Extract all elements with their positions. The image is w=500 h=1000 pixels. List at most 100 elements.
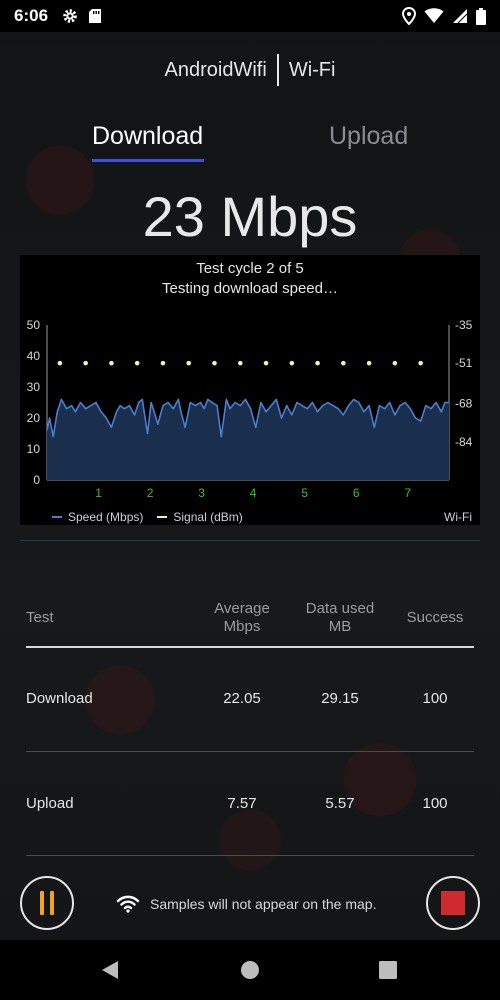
signal-point bbox=[109, 360, 114, 366]
test-tabs: Download Upload bbox=[0, 122, 500, 166]
x-tick-label: 7 bbox=[404, 486, 411, 500]
signal-point bbox=[83, 360, 88, 366]
wifi-icon bbox=[116, 895, 140, 913]
speed-chart-panel: Test cycle 2 of 5 Testing download speed… bbox=[20, 255, 480, 525]
location-icon bbox=[402, 7, 416, 25]
row-data: 29.15 bbox=[321, 690, 359, 707]
legend-item-speed: Speed (Mbps) bbox=[52, 510, 143, 524]
y-right-tick-label: -51 bbox=[455, 356, 473, 370]
test-message-text: Testing download speed… bbox=[162, 280, 338, 297]
legend-item-signal: Signal (dBm) bbox=[157, 510, 243, 524]
signal-point bbox=[315, 360, 320, 366]
x-tick-label: 3 bbox=[198, 486, 205, 500]
header-average: Average Mbps bbox=[198, 600, 286, 636]
network-type: Wi-Fi bbox=[288, 58, 336, 81]
tab-upload[interactable]: Upload bbox=[329, 122, 408, 151]
header-average-line2: Mbps bbox=[223, 618, 261, 635]
row-success: 100 bbox=[422, 690, 448, 707]
header-divider bbox=[276, 54, 279, 86]
y-left-tick-label: 40 bbox=[27, 349, 41, 363]
signal-icon bbox=[453, 9, 468, 24]
back-icon bbox=[102, 961, 118, 979]
signal-point bbox=[57, 360, 63, 366]
table-row: Upload 7.57 5.57 100 bbox=[26, 795, 474, 815]
row-success: 100 bbox=[422, 795, 448, 812]
home-icon bbox=[241, 961, 259, 979]
stop-icon bbox=[441, 891, 465, 915]
legend-label-speed: Speed (Mbps) bbox=[68, 510, 144, 524]
x-tick-label: 2 bbox=[147, 486, 154, 500]
signal-point bbox=[237, 360, 243, 366]
legend-swatch-speed bbox=[52, 516, 62, 518]
x-tick-label: 4 bbox=[250, 486, 257, 500]
signal-point bbox=[212, 360, 217, 366]
signal-point bbox=[134, 360, 140, 366]
network-name: AndroidWifi bbox=[164, 58, 267, 81]
y-left-tick-label: 20 bbox=[27, 411, 41, 425]
tab-upload-label: Upload bbox=[329, 122, 409, 150]
row-data: 5.57 bbox=[325, 795, 355, 812]
system-nav-bar bbox=[0, 940, 500, 1000]
header-success: Success bbox=[406, 609, 464, 626]
gear-icon bbox=[63, 9, 77, 23]
home-button[interactable] bbox=[240, 960, 260, 985]
signal-point bbox=[418, 360, 423, 366]
y-left-tick-label: 0 bbox=[33, 473, 40, 487]
signal-point bbox=[366, 360, 372, 366]
sd-card-icon bbox=[89, 9, 102, 23]
signal-point bbox=[263, 360, 269, 366]
speed-area bbox=[47, 399, 449, 480]
y-right-tick-label: -84 bbox=[455, 435, 473, 449]
speed-chart: 50 40 30 20 10 0 -35 -51 -68 -84 1 2 3 4 5 6 7 bbox=[27, 318, 473, 500]
header-data-used-line1: Data used bbox=[305, 600, 375, 617]
header-average-line1: Average bbox=[214, 600, 270, 617]
row-avg: 22.05 bbox=[223, 690, 261, 707]
header-test: Test bbox=[26, 609, 54, 626]
y-left-tick-label: 30 bbox=[27, 380, 41, 394]
recents-button[interactable] bbox=[378, 960, 398, 985]
header-data-used: Data used MB bbox=[296, 600, 384, 636]
pause-button[interactable] bbox=[20, 876, 74, 930]
status-bar: 6:06 bbox=[0, 0, 500, 32]
recents-icon bbox=[379, 961, 397, 979]
table-row-rule bbox=[26, 855, 474, 856]
tab-download[interactable]: Download bbox=[92, 122, 204, 162]
wifi-icon bbox=[424, 8, 444, 23]
table-header-rule bbox=[26, 646, 474, 648]
legend-label-signal: Signal (dBm) bbox=[173, 510, 243, 524]
legend-swatch-signal bbox=[157, 516, 168, 518]
x-tick-label: 6 bbox=[353, 486, 360, 500]
y-left-tick-label: 10 bbox=[27, 442, 41, 456]
pause-icon-bar bbox=[40, 891, 44, 915]
signal-point bbox=[289, 360, 295, 366]
x-tick-label: 1 bbox=[95, 486, 102, 500]
legend-connection-type: Wi-Fi bbox=[444, 510, 472, 524]
signal-point bbox=[160, 360, 166, 366]
x-tick-label: 5 bbox=[301, 486, 308, 500]
signal-point bbox=[186, 360, 192, 366]
network-header: AndroidWifi Wi-Fi bbox=[0, 52, 500, 88]
row-test: Upload bbox=[26, 795, 74, 812]
signal-point bbox=[341, 360, 346, 366]
results-table: Test Average Mbps Data used MB Success D… bbox=[26, 590, 474, 856]
y-right-tick-label: -35 bbox=[455, 318, 473, 332]
y-right-tick-label: -68 bbox=[455, 397, 473, 411]
table-row: Download 22.05 29.15 100 bbox=[26, 690, 474, 710]
speed-readout: 23 Mbps bbox=[142, 185, 358, 248]
map-note: Samples will not appear on the map. bbox=[116, 894, 376, 914]
back-button[interactable] bbox=[100, 960, 120, 985]
chart-status: Test cycle 2 of 5 Testing download speed… bbox=[20, 259, 480, 299]
chart-legend: Speed (Mbps) Signal (dBm) Wi-Fi bbox=[52, 509, 472, 525]
row-test: Download bbox=[26, 690, 93, 707]
stop-button[interactable] bbox=[426, 876, 480, 930]
speed-series-line bbox=[46, 398, 449, 438]
test-cycle-text: Test cycle 2 of 5 bbox=[196, 260, 304, 277]
active-tab-indicator bbox=[92, 159, 204, 162]
table-row-rule bbox=[26, 751, 474, 752]
pause-icon-bar bbox=[50, 891, 54, 915]
table-header-row: Test Average Mbps Data used MB Success bbox=[26, 590, 474, 646]
tab-download-label: Download bbox=[92, 122, 204, 150]
signal-point bbox=[392, 360, 398, 366]
row-avg: 7.57 bbox=[227, 795, 257, 812]
map-note-text: Samples will not appear on the map. bbox=[150, 896, 377, 912]
